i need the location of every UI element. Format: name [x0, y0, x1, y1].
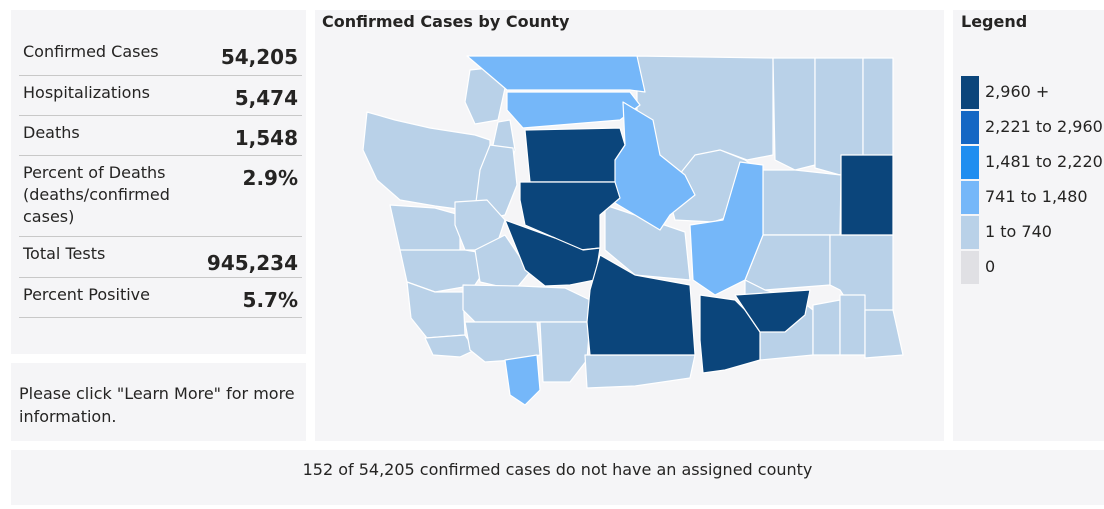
- unassigned-cases-note: 152 of 54,205 confirmed cases do not hav…: [302, 460, 813, 479]
- legend-swatch: [961, 111, 979, 144]
- map-panel: Confirmed Cases by County: [315, 10, 944, 441]
- county-spokane[interactable]: [840, 154, 894, 236]
- county-skamania[interactable]: [539, 321, 591, 383]
- stat-value: 1,548: [234, 126, 298, 150]
- county-yakima[interactable]: [586, 254, 696, 356]
- stat-value: 54,205: [220, 45, 298, 69]
- stat-total-tests: Total Tests 945,234: [19, 243, 302, 278]
- legend-title: Legend: [961, 12, 1028, 31]
- legend-label: 2,960 +: [985, 82, 1050, 101]
- stat-deaths: Deaths 1,548: [19, 122, 302, 156]
- county-benton[interactable]: [699, 294, 761, 374]
- legend-item: 2,960 +: [961, 76, 1104, 111]
- legend-label: 1,481 to 2,220: [985, 152, 1103, 171]
- legend-item: 2,221 to 2,960: [961, 111, 1104, 146]
- county-thurston[interactable]: [474, 234, 531, 291]
- stats-panel: Confirmed Cases 54,205 Hospitalizations …: [11, 10, 306, 354]
- county-skagit[interactable]: [506, 91, 641, 129]
- legend-panel: Legend 2,960 + 2,221 to 2,960 1,481 to 2…: [953, 10, 1104, 441]
- county-columbia[interactable]: [812, 299, 841, 356]
- county-klickitat[interactable]: [584, 354, 696, 389]
- stat-value: 5.7%: [242, 288, 298, 312]
- footer-panel: 152 of 54,205 confirmed cases do not hav…: [11, 450, 1104, 505]
- stat-label: Confirmed Cases: [23, 42, 159, 61]
- county-lincoln[interactable]: [762, 169, 842, 236]
- county-whatcom[interactable]: [466, 55, 646, 93]
- info-panel: Please click "Learn More" for more infor…: [11, 363, 306, 441]
- stat-hospitalizations: Hospitalizations 5,474: [19, 82, 302, 116]
- legend-swatch: [961, 251, 979, 284]
- learn-more-note: Please click "Learn More" for more infor…: [19, 384, 295, 426]
- stat-value: 2.9%: [242, 166, 298, 190]
- stat-label: Deaths: [23, 123, 80, 142]
- stat-percent-positive: Percent Positive 5.7%: [19, 284, 302, 318]
- legend-item: 741 to 1,480: [961, 181, 1104, 216]
- map-title: Confirmed Cases by County: [322, 12, 570, 31]
- county-map: [362, 55, 904, 406]
- county-ferry[interactable]: [772, 57, 816, 171]
- stat-label: Total Tests: [23, 244, 106, 263]
- county-clark[interactable]: [504, 354, 541, 406]
- legend-swatch: [961, 216, 979, 249]
- legend-swatch: [961, 76, 979, 109]
- stat-confirmed-cases: Confirmed Cases 54,205: [19, 41, 302, 76]
- county-clallam[interactable]: [362, 111, 491, 211]
- stat-label: Percent Positive: [23, 285, 150, 304]
- stat-label: Percent of Deaths (deaths/confirmed case…: [23, 163, 170, 226]
- stat-label: Hospitalizations: [23, 83, 150, 102]
- legend-swatch: [961, 181, 979, 214]
- county-snohomish[interactable]: [524, 127, 626, 183]
- stat-value: 5,474: [234, 86, 298, 110]
- stat-percent-deaths: Percent of Deaths (deaths/confirmed case…: [19, 162, 302, 237]
- county-jefferson[interactable]: [389, 204, 461, 256]
- legend-label: 741 to 1,480: [985, 187, 1088, 206]
- county-pend-oreille[interactable]: [862, 57, 894, 159]
- legend-label: 1 to 740: [985, 222, 1052, 241]
- county-asotin[interactable]: [864, 309, 904, 359]
- county-wahkiakum[interactable]: [424, 334, 476, 358]
- county-walla-walla-east[interactable]: [734, 289, 811, 333]
- county-garfield[interactable]: [839, 294, 866, 356]
- county-lewis[interactable]: [462, 284, 591, 323]
- legend-item: 0: [961, 251, 1104, 286]
- legend-swatch: [961, 146, 979, 179]
- legend-item: 1 to 740: [961, 216, 1104, 251]
- legend-label: 0: [985, 257, 996, 276]
- legend-label: 2,221 to 2,960: [985, 117, 1103, 136]
- legend-item: 1,481 to 2,220: [961, 146, 1104, 181]
- stat-value: 945,234: [206, 251, 298, 275]
- county-grant[interactable]: [689, 161, 764, 296]
